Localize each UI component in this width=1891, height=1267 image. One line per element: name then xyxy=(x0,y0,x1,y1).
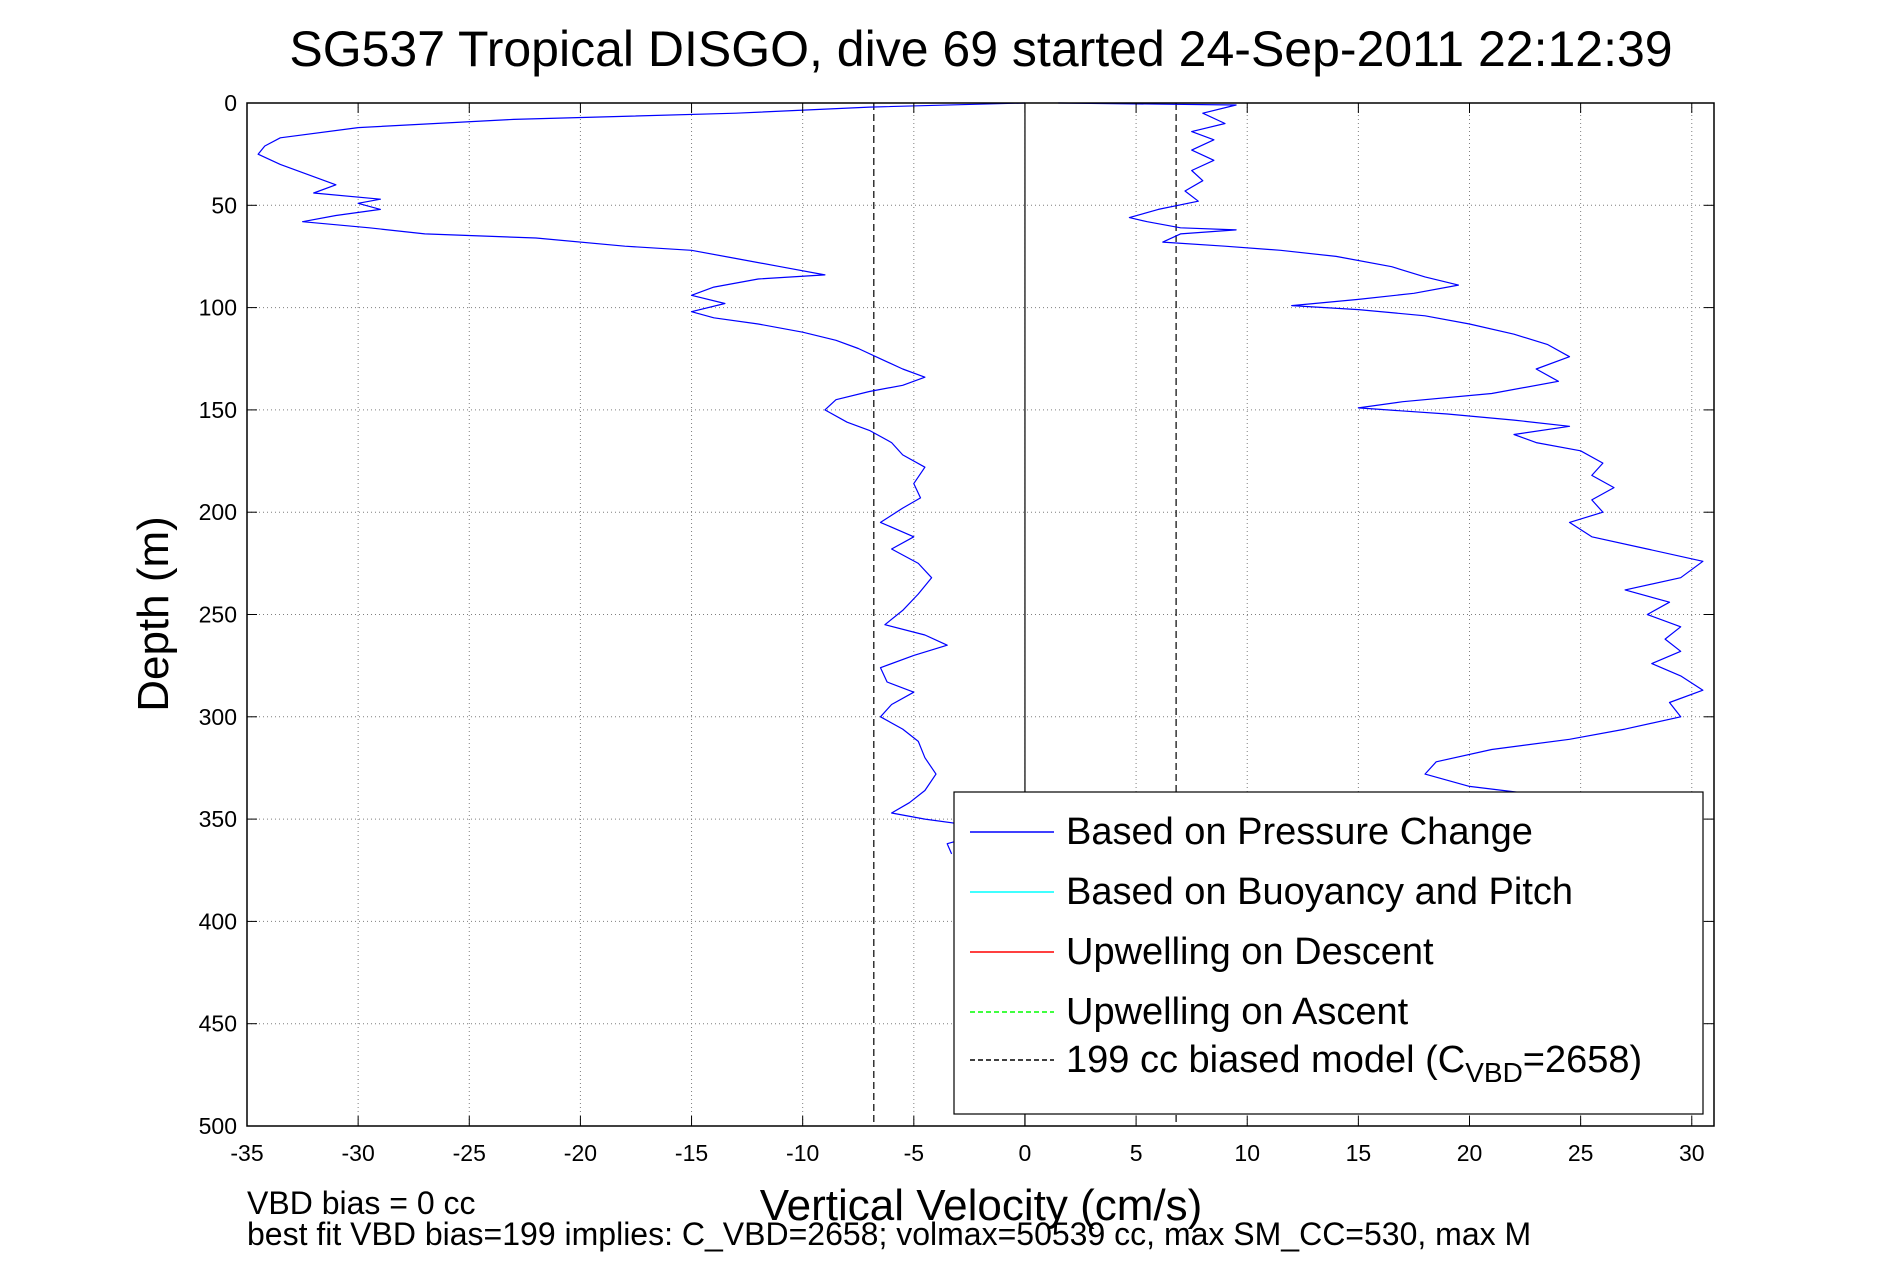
chart-title: SG537 Tropical DISGO, dive 69 started 24… xyxy=(289,21,1672,77)
x-tick-label: -20 xyxy=(564,1140,597,1166)
legend-label: Upwelling on Ascent xyxy=(1066,991,1409,1033)
x-axis-label: Vertical Velocity (cm/s) xyxy=(760,1181,1203,1230)
legend-label: Upwelling on Descent xyxy=(1066,931,1434,973)
x-tick-label: 20 xyxy=(1457,1140,1483,1166)
y-axis-label: Depth (m) xyxy=(129,516,178,712)
y-tick-label: 500 xyxy=(199,1113,237,1139)
y-tick-label: 300 xyxy=(199,704,237,730)
ticks: -35 -30 -25 -20 -15 -10 -5 0 5 10 15 20 25 3005010015… xyxy=(199,90,1714,1166)
series-line-descent xyxy=(257,102,1026,855)
x-tick-label: -30 xyxy=(342,1140,375,1166)
y-tick-label: 250 xyxy=(199,602,237,628)
legend-label: Based on Pressure Change xyxy=(1066,811,1533,853)
legend-label: 199 cc biased model (CVBD=2658) xyxy=(1066,1039,1642,1088)
y-tick-label: 450 xyxy=(199,1011,237,1037)
x-tick-label: 5 xyxy=(1130,1140,1143,1166)
y-tick-label: 350 xyxy=(199,806,237,832)
series-layer xyxy=(257,102,1704,855)
x-tick-label: -35 xyxy=(230,1140,263,1166)
x-tick-label: 10 xyxy=(1234,1140,1260,1166)
x-tick-label: 0 xyxy=(1019,1140,1032,1166)
x-tick-label: -15 xyxy=(675,1140,708,1166)
legend-box xyxy=(953,791,1704,1115)
y-tick-label: 150 xyxy=(199,397,237,423)
legend: Based on Pressure Change Based on Buoyanc… xyxy=(953,791,1704,1115)
y-tick-label: 100 xyxy=(199,295,237,321)
series-line-ascent xyxy=(1058,102,1704,802)
footer-bias-text: VBD bias = 0 cc xyxy=(247,1185,476,1221)
footer-bestfit-text: best fit VBD bias=199 implies: C_VBD=265… xyxy=(247,1216,1532,1252)
x-tick-label: 30 xyxy=(1679,1140,1705,1166)
x-tick-label: -5 xyxy=(904,1140,924,1166)
x-tick-label: -10 xyxy=(786,1140,819,1166)
y-tick-label: 0 xyxy=(224,90,237,116)
x-tick-label: 15 xyxy=(1346,1140,1372,1166)
x-tick-label: 25 xyxy=(1568,1140,1594,1166)
y-tick-label: 400 xyxy=(199,908,237,934)
y-tick-label: 50 xyxy=(211,192,237,218)
y-tick-label: 200 xyxy=(199,499,237,525)
x-tick-label: -25 xyxy=(453,1140,486,1166)
legend-label: Based on Buoyancy and Pitch xyxy=(1066,871,1573,913)
